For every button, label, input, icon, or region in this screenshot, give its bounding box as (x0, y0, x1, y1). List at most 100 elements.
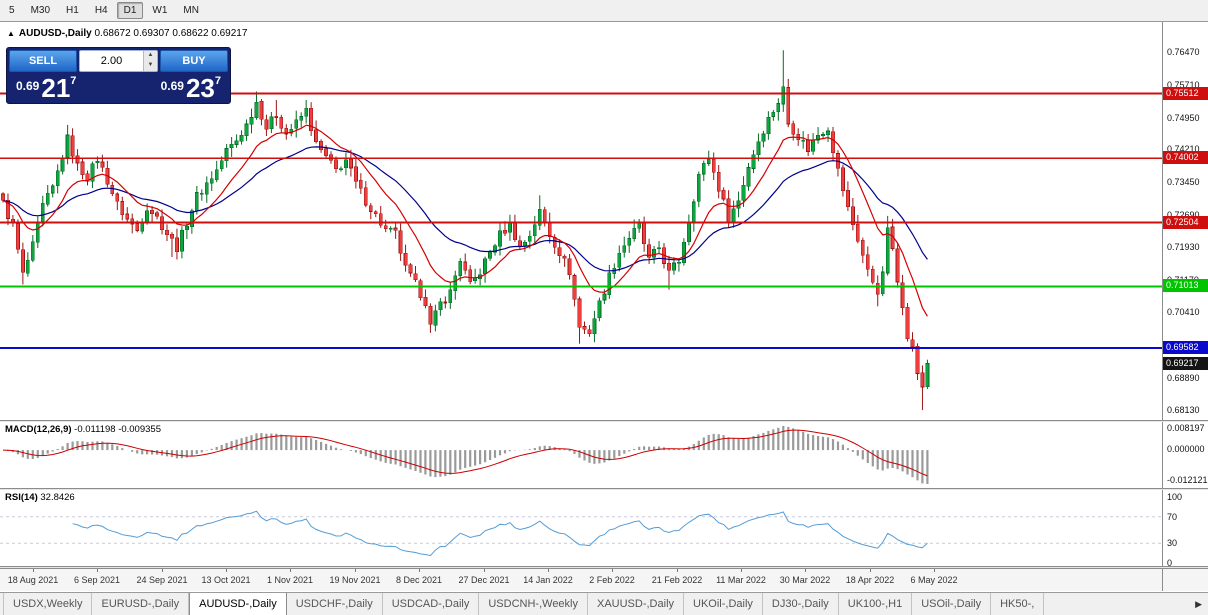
time-tick (290, 569, 291, 572)
price-axis: 0.76470 0.75710 0.74950 0.74210 0.73450 0.726… (1162, 22, 1208, 420)
tab-ukoil-daily[interactable]: UKOil-,Daily (684, 593, 763, 615)
tab-usdcnh-weekly[interactable]: USDCNH-,Weekly (479, 593, 588, 615)
sell-button[interactable]: SELL (9, 50, 77, 72)
level-price-badge: 0.72504 (1163, 216, 1208, 229)
timeframe-toolbar: 5 M30 H1 H4 D1 W1 MN (0, 0, 1208, 22)
macd-tick: 0.000000 (1167, 444, 1205, 454)
price-tick: 0.76470 (1167, 47, 1200, 57)
time-tick (934, 569, 935, 572)
volume-field[interactable]: 2.00 ▲ ▼ (79, 50, 158, 72)
volume-up-button[interactable]: ▲ (144, 51, 157, 61)
level-price-badge: 0.74002 (1163, 151, 1208, 164)
ohlc-values: 0.68672 0.69307 0.68622 0.69217 (94, 28, 248, 39)
tab-usdchf-daily[interactable]: USDCHF-,Daily (287, 593, 383, 615)
date-label: 14 Jan 2022 (523, 575, 573, 585)
date-label: 2 Feb 2022 (589, 575, 635, 585)
price-tick: 0.71930 (1167, 242, 1200, 252)
tab-uk100-h1[interactable]: UK100-,H1 (839, 593, 913, 615)
rsi-plot[interactable]: RSI(14) 32.8426 (0, 490, 1162, 566)
rsi-label: RSI(14) 32.8426 (5, 492, 75, 503)
timeframe-mn[interactable]: MN (183, 5, 199, 16)
macd-label: MACD(12,26,9) -0.011198 -0.009355 (5, 424, 161, 435)
date-label: 27 Dec 2021 (458, 575, 510, 585)
time-axis: 18 Aug 2021 6 Sep 2021 24 Sep 2021 13 Oct 2… (0, 568, 1208, 591)
time-tick (677, 569, 678, 572)
sell-price: 0.69217 (16, 73, 77, 103)
panel-divider[interactable] (0, 566, 1208, 568)
macd-chart[interactable] (0, 422, 1162, 488)
date-label: 18 Aug 2021 (7, 575, 59, 585)
time-tick (162, 569, 163, 572)
candlestick-chart[interactable] (0, 22, 1162, 420)
timeframe-d1[interactable]: D1 (116, 2, 144, 19)
tab-usdcad-daily[interactable]: USDCAD-,Daily (383, 593, 480, 615)
buy-button[interactable]: BUY (160, 50, 228, 72)
volume-down-button[interactable]: ▼ (144, 61, 157, 71)
chart-window: ▲ AUDUSD-,Daily 0.68672 0.69307 0.68622 0… (0, 22, 1208, 591)
date-label: 21 Feb 2022 (651, 575, 703, 585)
time-tick (355, 569, 356, 572)
time-axis-labels: 18 Aug 2021 6 Sep 2021 24 Sep 2021 13 Oct 2… (0, 569, 1162, 591)
tab-scroll-right-icon[interactable]: ▶ (1195, 598, 1202, 609)
level-price-badge: 0.69582 (1163, 341, 1208, 354)
rsi-tick: 100 (1167, 492, 1183, 502)
date-label: 18 Apr 2022 (845, 575, 895, 585)
price-tick: 0.74950 (1167, 113, 1200, 123)
price-tick: 0.74210 (1167, 144, 1200, 154)
one-click-trading-panel: SELL 2.00 ▲ ▼ BUY 0.69217 0.69237 (6, 47, 231, 104)
price-panel: ▲ AUDUSD-,Daily 0.68672 0.69307 0.68622 0… (0, 22, 1208, 420)
time-tick (484, 569, 485, 572)
macd-axis: 0.008197 0.000000 -0.012121 (1162, 422, 1208, 488)
symbol-label: AUDUSD-,Daily (18, 28, 92, 39)
buy-price: 0.69237 (160, 73, 221, 103)
date-label: 13 Oct 2021 (201, 575, 251, 585)
price-plot[interactable]: ▲ AUDUSD-,Daily 0.68672 0.69307 0.68622 0… (0, 22, 1162, 420)
timeframe-m30[interactable]: M30 (30, 5, 51, 16)
panel-divider[interactable] (0, 488, 1208, 490)
date-label: 30 Mar 2022 (779, 575, 831, 585)
macd-panel: MACD(12,26,9) -0.011198 -0.009355 0.0081… (0, 422, 1208, 488)
collapse-one-click-icon[interactable]: ▲ (7, 29, 15, 38)
price-tick: 0.75710 (1167, 80, 1200, 90)
tab-eurusd-daily[interactable]: EURUSD-,Daily (92, 593, 190, 615)
time-tick (612, 569, 613, 572)
rsi-chart[interactable] (0, 490, 1162, 566)
date-label: 24 Sep 2021 (136, 575, 188, 585)
current-price-badge: 0.69217 (1163, 357, 1208, 370)
price-tick: 0.73450 (1167, 177, 1200, 187)
level-price-badge: 0.71013 (1163, 279, 1208, 292)
rsi-panel: RSI(14) 32.8426 100 70 30 0 (0, 490, 1208, 568)
tab-usdx-weekly[interactable]: USDX,Weekly (3, 593, 93, 615)
date-label: 19 Nov 2021 (329, 575, 381, 585)
tab-xauusd-daily[interactable]: XAUUSD-,Daily (588, 593, 685, 615)
volume-spinner: ▲ ▼ (143, 51, 157, 71)
date-label: 11 Mar 2022 (716, 575, 766, 585)
timeframe-5[interactable]: 5 (9, 5, 15, 16)
timeframe-w1[interactable]: W1 (152, 5, 168, 16)
price-tick: 0.68890 (1167, 373, 1200, 383)
tab-dj30-daily[interactable]: DJ30-,Daily (763, 593, 839, 615)
timeframe-h1[interactable]: H1 (66, 5, 79, 16)
time-tick (419, 569, 420, 572)
date-label: 6 May 2022 (910, 575, 958, 585)
macd-tick: -0.012121 (1167, 475, 1208, 485)
price-tick: 0.72690 (1167, 210, 1200, 220)
tab-usoil-daily[interactable]: USOil-,Daily (912, 593, 992, 615)
panel-divider[interactable] (0, 420, 1208, 422)
rsi-tick: 0 (1167, 558, 1173, 568)
timeframe-h4[interactable]: H4 (94, 5, 108, 16)
rsi-axis: 100 70 30 0 (1162, 490, 1207, 568)
macd-plot[interactable]: MACD(12,26,9) -0.011198 -0.009355 (0, 422, 1162, 488)
volume-value[interactable]: 2.00 (100, 55, 123, 67)
rsi-tick: 30 (1167, 538, 1178, 548)
axis-corner (1162, 569, 1207, 591)
date-label: 6 Sep 2021 (73, 575, 121, 585)
tab-audusd-daily[interactable]: AUDUSD-,Daily (189, 593, 287, 615)
price-tick: 0.68130 (1167, 405, 1200, 415)
time-tick (741, 569, 742, 572)
tab-hk50[interactable]: HK50-, (991, 593, 1045, 615)
time-tick (33, 569, 34, 572)
price-tick: 0.70410 (1167, 307, 1200, 317)
chart-tab-bar: USDX,Weekly EURUSD-,Daily AUDUSD-,Daily USD… (0, 592, 1208, 615)
